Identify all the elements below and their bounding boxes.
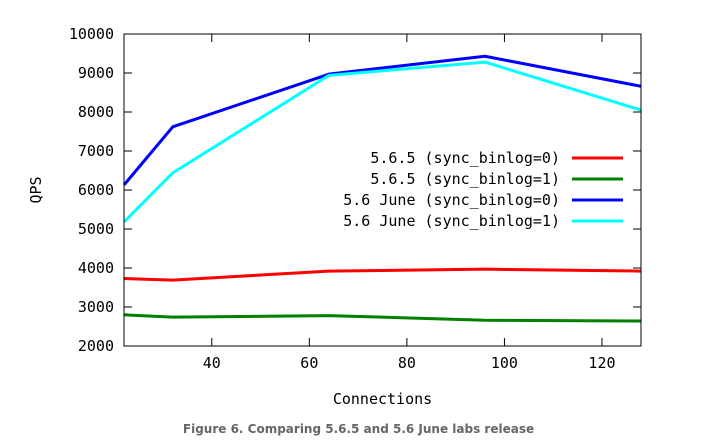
legend: 5.6.5 (sync_binlog=0) 5.6.5 (sync_binlog=… [343, 149, 623, 230]
y-axis-label: QPS [27, 176, 45, 203]
x-tick-label: 80 [398, 354, 416, 372]
axis-ticks: 2000 3000 4000 5000 6000 7000 8000 9000 10000 40 6… [69, 25, 641, 372]
figure-caption: Figure 6. Comparing 5.6.5 and 5.6 June l… [182, 422, 535, 436]
y-tick-label: 10000 [69, 25, 114, 43]
legend-label-2: 5.6.5 (sync_binlog=1) [370, 170, 560, 188]
y-tick-label: 4000 [78, 259, 114, 277]
series-line-2 [123, 313, 642, 323]
series-line-4 [122, 60, 642, 224]
plot-lines [122, 54, 642, 323]
y-tick-label: 3000 [78, 298, 114, 316]
y-tick-label: 7000 [78, 142, 114, 160]
legend-label-1: 5.6.5 (sync_binlog=0) [370, 149, 560, 167]
y-tick-label: 8000 [78, 103, 114, 121]
x-tick-label: 100 [491, 354, 518, 372]
x-tick-label: 40 [203, 354, 221, 372]
y-tick-label: 2000 [78, 337, 114, 355]
legend-label-3: 5.6 June (sync_binlog=0) [343, 191, 560, 209]
y-tick-label: 5000 [78, 220, 114, 238]
x-tick-label: 120 [588, 354, 615, 372]
x-axis-label: Connections [333, 390, 432, 408]
y-tick-label: 6000 [78, 181, 114, 199]
plot-frame [123, 33, 642, 347]
y-tick-label: 9000 [78, 64, 114, 82]
legend-label-4: 5.6 June (sync_binlog=1) [343, 212, 560, 230]
series-line-1 [123, 267, 642, 282]
x-tick-label: 60 [300, 354, 318, 372]
